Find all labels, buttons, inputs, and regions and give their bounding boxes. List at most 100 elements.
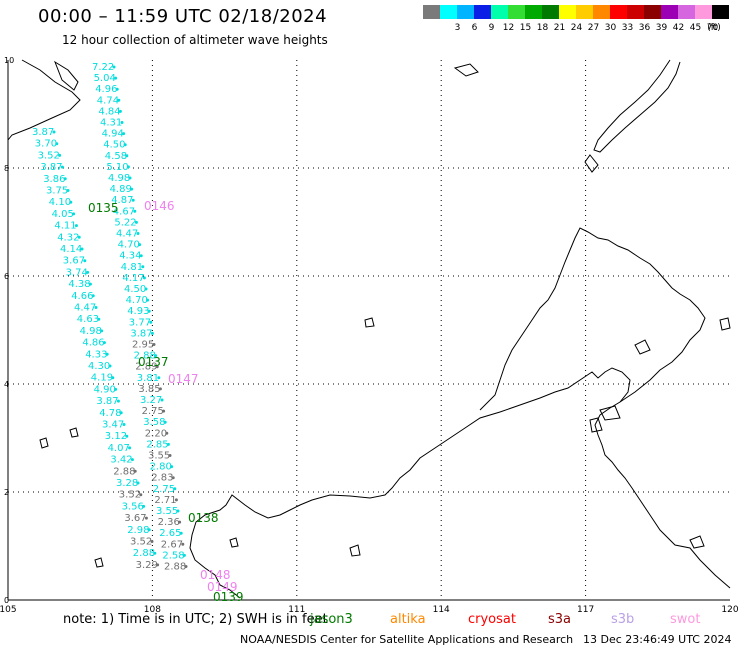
track-dot [134, 220, 138, 224]
wave-height-label: 2.58 [162, 550, 184, 561]
track-dot [112, 65, 116, 69]
wave-height-label: 4.86 [82, 338, 104, 349]
track-dot [147, 528, 151, 532]
wave-height-label: 4.10 [49, 197, 71, 208]
track-dot [125, 154, 129, 158]
x-tick-label: 120 [721, 605, 738, 615]
color-scale-swatch [423, 5, 440, 19]
track-dot [116, 399, 120, 403]
y-tick-label: 4 [4, 380, 9, 389]
altimeter-track-dots [52, 65, 188, 568]
color-scale-swatch [644, 5, 661, 19]
wave-height-label: 4.19 [91, 373, 113, 384]
track-dot [176, 509, 180, 513]
pass-label: 0146 [144, 199, 175, 213]
wave-height-label: 4.84 [98, 106, 120, 117]
chart-title: 00:00 – 11:59 UTC 02/18/2024 [38, 6, 328, 27]
wave-height-label: 4.05 [52, 209, 74, 220]
pass-label: 0147 [168, 372, 199, 386]
track-dot [150, 540, 154, 543]
wave-height-label: 5.10 [106, 162, 128, 173]
wave-height-label: 4.66 [71, 291, 93, 302]
wave-height-label: 3.52 [38, 150, 60, 161]
wave-height-label: 3.52 [119, 490, 141, 501]
color-scale-label: 39 [655, 23, 668, 33]
track-dot [142, 504, 146, 508]
y-tick-label: 6 [4, 272, 9, 281]
wave-height-label: 3.81 [137, 373, 159, 384]
track-dot [158, 387, 162, 391]
wave-height-label: 2.88 [133, 548, 155, 559]
wave-height-label: 4.98 [108, 173, 130, 184]
color-scale-label: 15 [519, 23, 532, 33]
wave-height-label: 5.22 [114, 217, 136, 228]
satellite-legend-item: cryosat [468, 612, 516, 627]
track-dot [147, 309, 151, 313]
y-tick-label: 0 [4, 596, 9, 605]
wave-height-label: 7.22 [92, 62, 114, 73]
wave-height-label: 4.34 [119, 251, 141, 262]
track-dot [155, 365, 159, 369]
pass-label: 0138 [188, 511, 219, 525]
wave-height-label: 2.36 [158, 517, 180, 528]
wave-height-label: 2.89 [135, 362, 157, 373]
wave-height-label: 4.78 [99, 408, 121, 419]
wave-height-label: 4.70 [118, 240, 140, 251]
track-dot [138, 243, 142, 247]
track-dot [166, 442, 170, 446]
wave-height-label: 2.80 [150, 462, 172, 473]
credit-text: NOAA/NESDIS Center for Satellite Applica… [240, 633, 574, 646]
color-scale-swatch [474, 5, 491, 19]
color-scale-swatch [712, 5, 729, 19]
track-dot [91, 294, 95, 298]
pass-label: 0149 [207, 580, 238, 594]
track-dot [80, 247, 84, 251]
satellite-legend-item: jason3 [310, 612, 353, 627]
wave-height-label: 3.87 [130, 328, 152, 339]
y-tick-label: 8 [4, 164, 9, 173]
track-dot [115, 87, 119, 91]
color-scale-label: 27 [587, 23, 600, 33]
track-dot [173, 487, 177, 491]
color-scale-swatch [610, 5, 627, 19]
color-scale-label: 21 [553, 23, 566, 33]
wave-height-label: 2.75 [153, 484, 175, 495]
wave-height-label: 4.93 [127, 306, 149, 317]
track-dot [133, 469, 137, 473]
track-dot [105, 352, 109, 356]
color-scale-label: 3 [454, 23, 461, 33]
track-dot [125, 434, 129, 438]
track-dot [171, 476, 175, 480]
color-scale-swatch [525, 5, 542, 19]
track-dot [114, 387, 118, 391]
track-dot [144, 287, 148, 291]
color-scale-label: 30 [604, 23, 617, 33]
satellite-legend-item: altika [390, 612, 426, 627]
x-tick-label: 114 [433, 605, 450, 615]
track-dot [72, 212, 76, 216]
wave-height-label: 4.74 [97, 95, 119, 106]
wave-height-label: 2.88 [134, 351, 156, 362]
wave-height-label: 2.67 [161, 539, 183, 550]
color-scale-swatch [627, 5, 644, 19]
track-dot [126, 165, 130, 169]
wave-height-label: 4.94 [102, 129, 124, 140]
track-dot [60, 165, 64, 169]
color-scale-label: 9 [488, 23, 495, 33]
wave-height-label: 2.95 [132, 340, 154, 351]
wave-height-label: 4.47 [74, 303, 96, 314]
track-dot [141, 265, 145, 269]
track-dot [168, 454, 172, 457]
wave-height-label: 3.12 [105, 431, 127, 442]
x-tick-label: 117 [577, 605, 594, 615]
satellite-legend-item: s3a [548, 612, 572, 627]
track-dot [111, 376, 115, 380]
color-scale-swatch [491, 5, 508, 19]
track-dot [94, 306, 98, 309]
track-dot [130, 458, 134, 462]
wave-height-label: 2.85 [146, 439, 168, 450]
wave-height-label: 4.90 [94, 384, 116, 395]
wave-height-label: 3.75 [46, 186, 68, 197]
wave-height-label: 3.29 [136, 560, 158, 571]
color-scale-swatch [457, 5, 474, 19]
